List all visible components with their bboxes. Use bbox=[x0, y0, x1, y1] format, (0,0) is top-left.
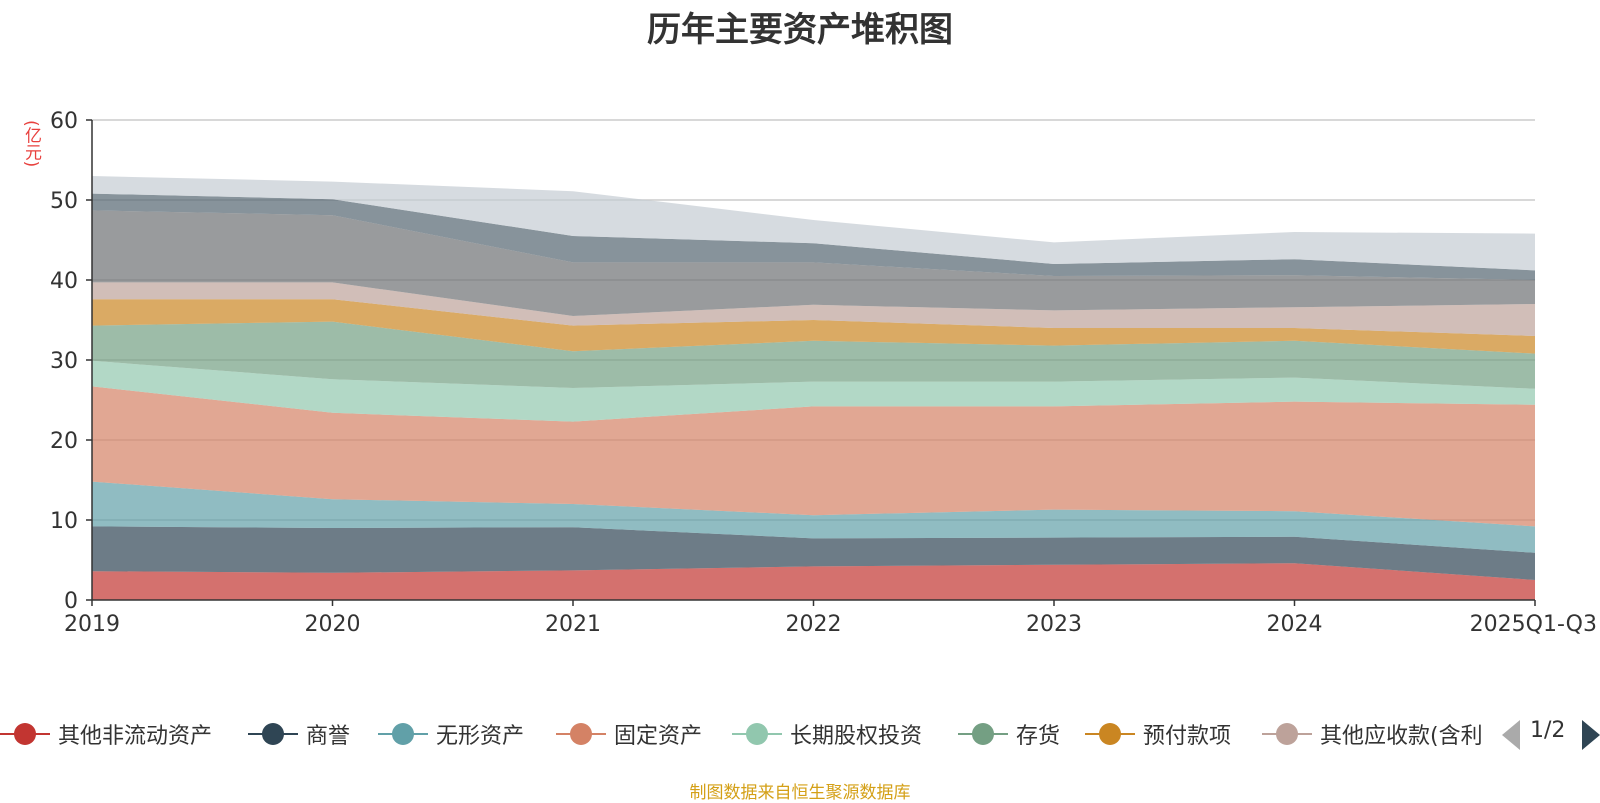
x-tick-label: 2024 bbox=[1267, 612, 1323, 637]
legend-next-page-icon[interactable] bbox=[1582, 720, 1600, 750]
legend-label: 长期股权投资 bbox=[790, 724, 923, 749]
y-tick-label: 20 bbox=[50, 429, 78, 454]
legend-label: 预付款项 bbox=[1143, 724, 1232, 749]
legend-marker-icon bbox=[248, 722, 298, 746]
y-tick-label: 40 bbox=[50, 269, 78, 294]
legend-label: 其他非流动资产 bbox=[58, 724, 213, 749]
legend-label: 商誉 bbox=[306, 724, 351, 749]
legend-items: 其他非流动资产 商誉 无形资产 固定资产 长期股权投资 存货 预付款项 其他应收款(含利息和股… bbox=[0, 716, 1482, 752]
chart-title: 历年主要资产堆积图 bbox=[647, 10, 953, 50]
y-tick-label: 50 bbox=[50, 189, 78, 214]
axes: 0 10 20 30 40 50 60 2019 2020 2021 2022 2023 2024 202… bbox=[50, 109, 1597, 637]
area-series-6 bbox=[92, 321, 1535, 389]
area-series-3 bbox=[92, 481, 1535, 553]
legend-item[interactable]: 存货 bbox=[958, 716, 1060, 752]
stacked-area-chart: 0 10 20 30 40 50 60 2019 2020 2021 2022 2023 2024 202… bbox=[50, 109, 1597, 637]
area-series-2 bbox=[92, 526, 1535, 580]
legend-label: 固定资产 bbox=[614, 724, 703, 749]
x-tick-label: 2023 bbox=[1026, 612, 1082, 637]
area-series bbox=[92, 176, 1535, 600]
area-series-4 bbox=[92, 386, 1535, 527]
legend: 其他非流动资产 商誉 无形资产 固定资产 长期股权投资 存货 预付款项 其他应收款(含利息和股… bbox=[0, 716, 1600, 752]
legend-marker-icon bbox=[378, 722, 428, 746]
legend-item[interactable]: 商誉 bbox=[248, 716, 350, 752]
legend-label: 其他应收款(含利息和股利) bbox=[1320, 724, 1482, 749]
legend-marker-icon bbox=[556, 722, 606, 746]
legend-item[interactable]: 固定资产 bbox=[556, 716, 702, 752]
area-series-8 bbox=[92, 282, 1535, 336]
y-tick-label: 60 bbox=[50, 109, 78, 134]
legend-item[interactable]: 无形资产 bbox=[378, 716, 524, 752]
x-tick-label: 2021 bbox=[545, 612, 601, 637]
x-tick-label: 2020 bbox=[305, 612, 361, 637]
y-tick-label: 10 bbox=[50, 509, 78, 534]
x-tick-label: 2022 bbox=[786, 612, 842, 637]
legend-marker-icon bbox=[732, 722, 782, 746]
legend-marker-icon bbox=[958, 722, 1008, 746]
y-tick-label: 30 bbox=[50, 349, 78, 374]
y-axis-unit-label: (亿元) bbox=[21, 120, 41, 168]
area-series-11 bbox=[92, 176, 1535, 271]
legend-item[interactable]: 其他应收款(含利息和股利) bbox=[1262, 716, 1482, 752]
legend-label: 无形资产 bbox=[436, 724, 525, 749]
area-series-5 bbox=[92, 360, 1535, 422]
area-series-9 bbox=[92, 210, 1535, 316]
legend-marker-icon bbox=[1085, 722, 1135, 746]
legend-page-indicator: 1/2 bbox=[1530, 718, 1566, 743]
y-tick-label: 0 bbox=[64, 589, 78, 614]
area-series-1 bbox=[92, 563, 1535, 600]
legend-item[interactable]: 长期股权投资 bbox=[732, 716, 922, 752]
area-series-7 bbox=[92, 299, 1535, 354]
legend-label: 存货 bbox=[1016, 724, 1061, 749]
legend-item[interactable]: 其他非流动资产 bbox=[0, 716, 212, 752]
legend-prev-page-icon[interactable] bbox=[1502, 720, 1520, 750]
area-series-10 bbox=[92, 193, 1535, 280]
legend-marker-icon bbox=[0, 722, 50, 746]
legend-item[interactable]: 预付款项 bbox=[1085, 716, 1231, 752]
x-tick-label: 2019 bbox=[64, 612, 120, 637]
legend-marker-icon bbox=[1262, 722, 1312, 746]
x-tick-label: 2025Q1-Q3 bbox=[1470, 612, 1597, 637]
data-source-note: 制图数据来自恒生聚源数据库 bbox=[689, 783, 911, 803]
